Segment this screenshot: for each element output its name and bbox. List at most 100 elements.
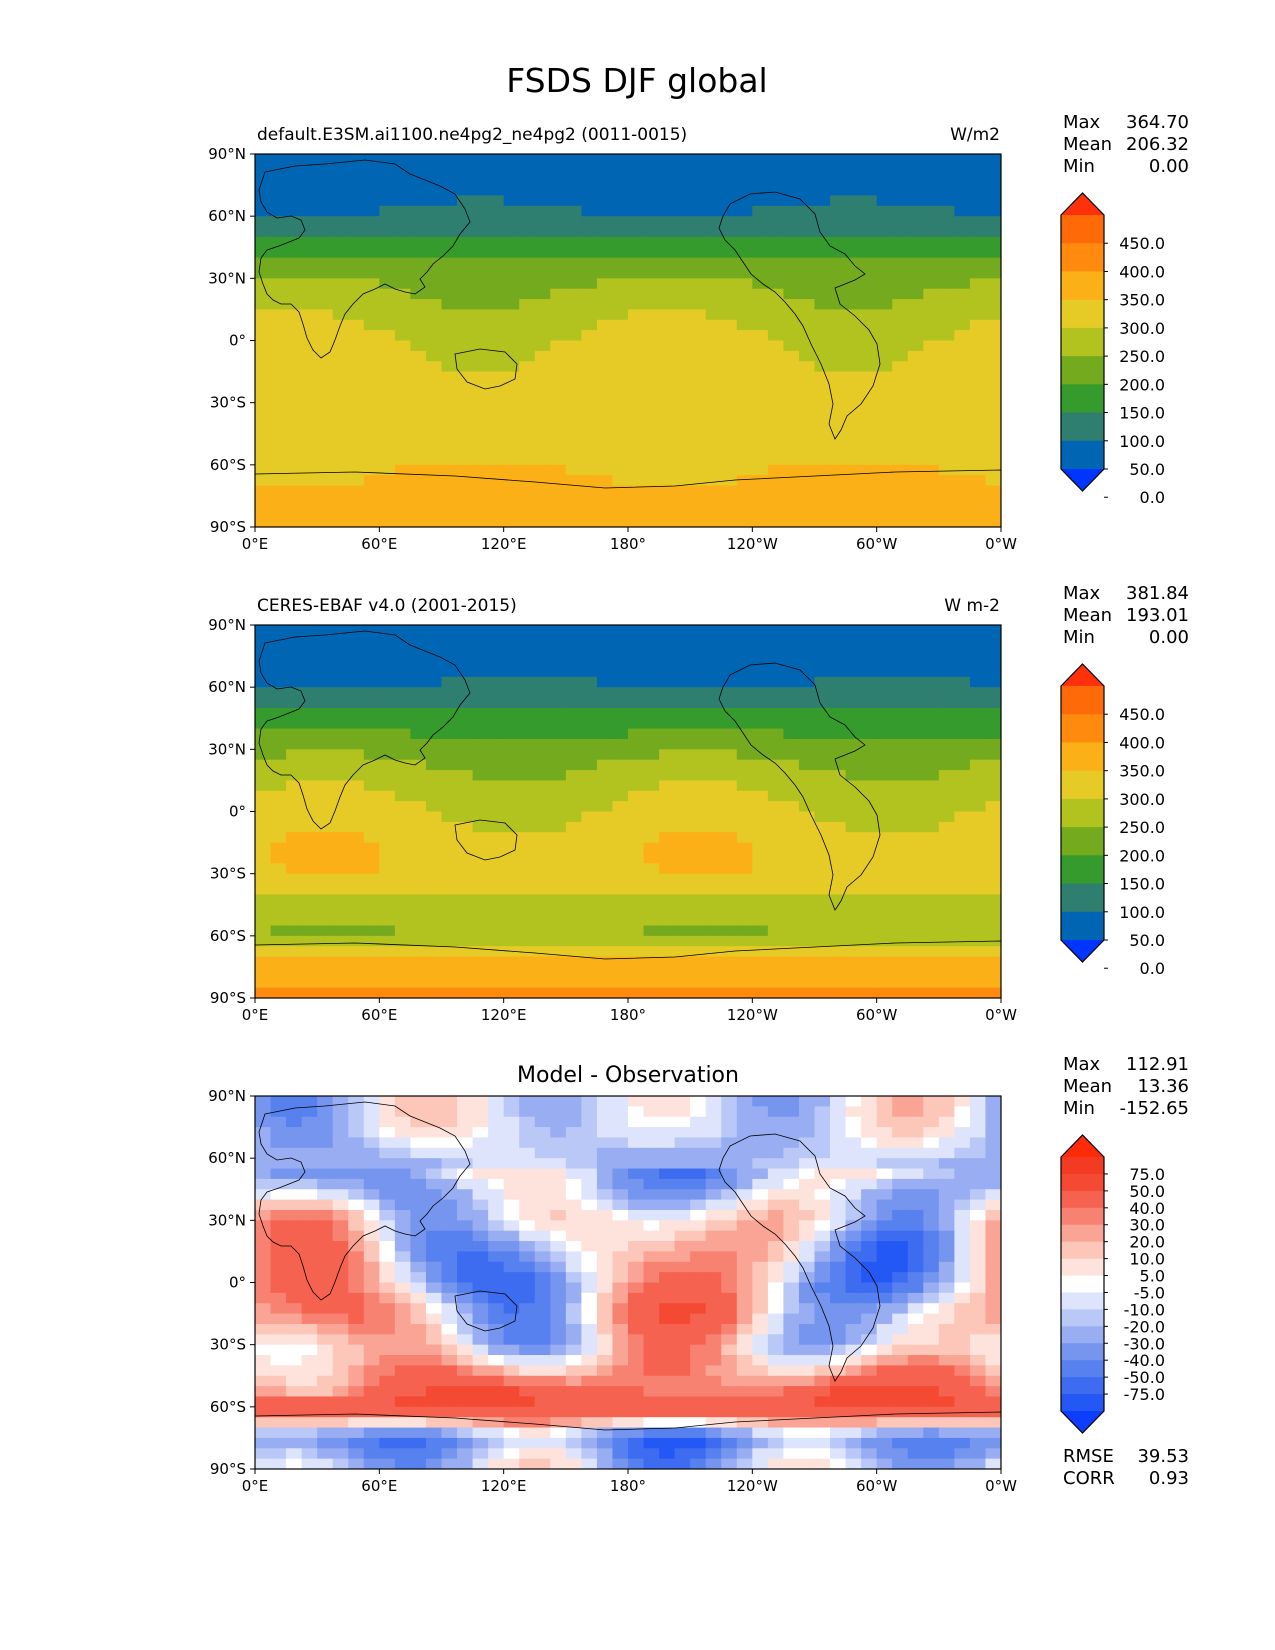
field-cell bbox=[690, 1365, 707, 1377]
field-cell bbox=[301, 842, 318, 854]
field-cell bbox=[690, 821, 707, 833]
field-cell bbox=[798, 1147, 816, 1159]
field-cell bbox=[628, 1199, 645, 1211]
field-cell bbox=[457, 1323, 474, 1335]
field-cell bbox=[690, 635, 707, 647]
field-cell bbox=[752, 801, 769, 813]
field-cell bbox=[596, 216, 614, 228]
field-cell bbox=[783, 1147, 800, 1159]
field-cell bbox=[736, 687, 753, 699]
field-cell bbox=[565, 1137, 582, 1149]
field-cell bbox=[752, 1127, 769, 1139]
field-cell bbox=[488, 1334, 505, 1346]
field-cell bbox=[348, 278, 365, 290]
field-cell bbox=[798, 1282, 816, 1294]
field-cell bbox=[301, 236, 318, 248]
field-cell bbox=[503, 185, 520, 197]
field-cell bbox=[488, 946, 505, 958]
field-cell bbox=[830, 1251, 847, 1263]
field-cell bbox=[332, 759, 349, 771]
field-cell bbox=[954, 904, 971, 916]
field-cell bbox=[425, 495, 443, 507]
field-cell bbox=[798, 925, 816, 937]
field-cell bbox=[830, 790, 847, 802]
field-cell bbox=[596, 226, 614, 238]
field-cell bbox=[596, 164, 614, 176]
field-cell bbox=[441, 966, 458, 978]
field-cell bbox=[659, 299, 676, 311]
field-cell bbox=[317, 371, 334, 383]
field-cell bbox=[565, 1303, 582, 1315]
field-cell bbox=[270, 1313, 287, 1325]
field-cell bbox=[317, 299, 334, 311]
field-cell bbox=[394, 884, 412, 895]
field-cell bbox=[286, 506, 303, 518]
field-cell bbox=[503, 288, 520, 300]
field-cell bbox=[830, 423, 847, 435]
field-cell bbox=[425, 625, 443, 636]
field-cell bbox=[876, 894, 893, 906]
field-cell bbox=[255, 1375, 272, 1387]
field-cell bbox=[581, 1209, 598, 1221]
field-cell bbox=[938, 1158, 955, 1170]
field-cell bbox=[814, 718, 831, 730]
field-cell bbox=[892, 1303, 909, 1315]
field-cell bbox=[270, 1272, 287, 1284]
field-cell bbox=[410, 1261, 427, 1273]
field-cell bbox=[503, 1344, 520, 1356]
field-cell bbox=[767, 1323, 785, 1335]
field-cell bbox=[410, 935, 427, 947]
field-cell bbox=[317, 278, 334, 290]
field-cell bbox=[565, 946, 582, 958]
field-cell bbox=[845, 392, 862, 404]
field-cell bbox=[472, 780, 489, 792]
field-cell bbox=[488, 863, 505, 875]
field-cell bbox=[907, 852, 924, 864]
field-cell bbox=[721, 1313, 738, 1325]
field-cell bbox=[379, 935, 396, 947]
field-cell bbox=[892, 1116, 909, 1128]
field-cell bbox=[876, 236, 893, 248]
field-cell bbox=[441, 236, 458, 248]
field-cell bbox=[503, 645, 520, 657]
field-cell bbox=[550, 707, 567, 719]
field-cell bbox=[332, 1375, 349, 1387]
field-cell bbox=[534, 1272, 551, 1284]
field-cell bbox=[255, 1127, 272, 1139]
field-cell bbox=[457, 433, 474, 445]
field-cell bbox=[503, 506, 520, 518]
field-cell bbox=[628, 1127, 645, 1139]
field-cell bbox=[394, 413, 412, 424]
field-cell bbox=[830, 687, 847, 699]
field-cell bbox=[985, 361, 1001, 373]
field-cell bbox=[736, 278, 753, 290]
field-cell bbox=[628, 884, 645, 895]
field-cell bbox=[783, 1127, 800, 1139]
field-cell bbox=[954, 216, 971, 228]
field-cell bbox=[565, 987, 582, 998]
field-cell bbox=[581, 195, 598, 207]
field-cell bbox=[550, 904, 567, 916]
field-cell bbox=[892, 1313, 909, 1325]
field-cell bbox=[379, 1365, 396, 1377]
field-cell bbox=[565, 1241, 582, 1253]
field-cell bbox=[410, 821, 427, 833]
field-cell bbox=[596, 1116, 614, 1128]
field-cell bbox=[550, 433, 567, 445]
field-cell bbox=[317, 915, 334, 927]
colorbar-tick-label: 350.0 bbox=[1119, 762, 1165, 781]
field-cell bbox=[938, 780, 955, 792]
field-cell bbox=[457, 247, 474, 259]
field-cell bbox=[301, 506, 318, 518]
field-cell bbox=[394, 195, 412, 207]
field-cell bbox=[985, 697, 1001, 709]
field-cell bbox=[410, 257, 427, 269]
field-cell bbox=[659, 319, 676, 331]
field-cell bbox=[472, 1199, 489, 1211]
field-cell bbox=[923, 371, 940, 383]
field-cell bbox=[643, 915, 660, 927]
field-cell bbox=[457, 330, 474, 342]
field-cell bbox=[628, 350, 645, 362]
field-cell bbox=[736, 516, 753, 527]
field-cell bbox=[892, 174, 909, 186]
